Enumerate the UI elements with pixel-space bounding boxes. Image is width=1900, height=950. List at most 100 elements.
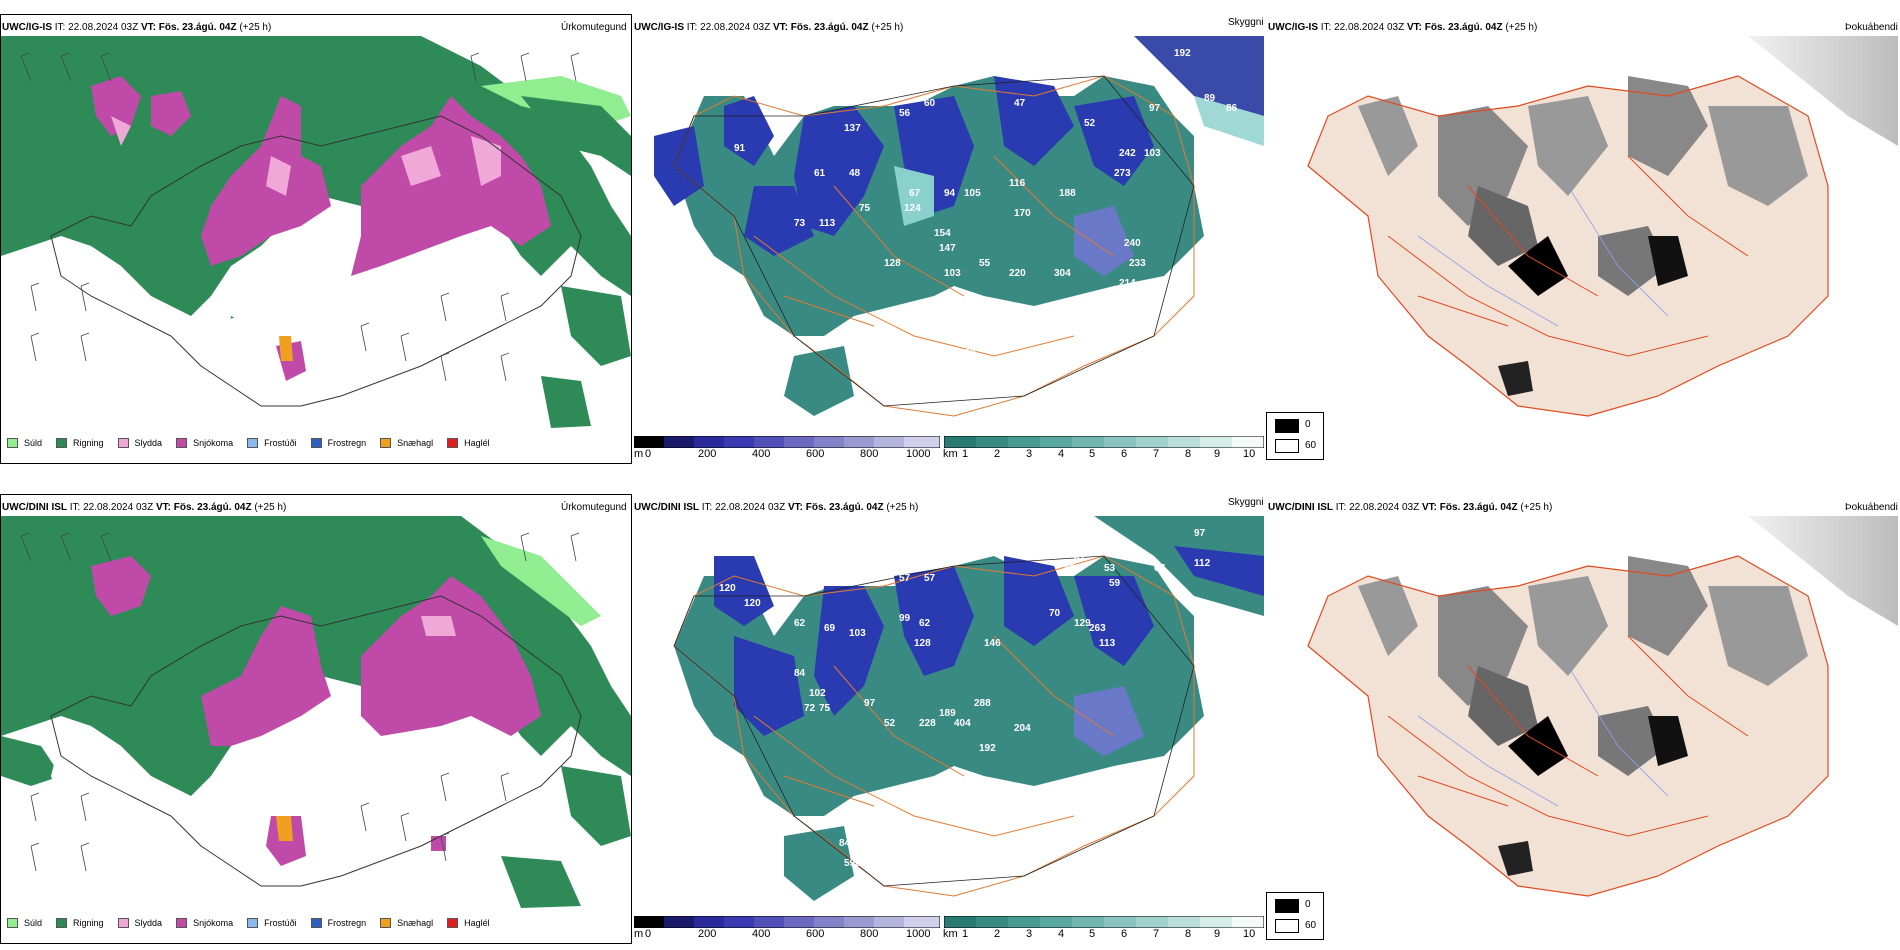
precip-panel-frame-1 [0, 14, 632, 464]
cloud-base-label: 69 [824, 623, 836, 634]
cloud-base-label: 47 [1014, 98, 1026, 109]
legend-item: Snjókoma [176, 438, 233, 448]
it-label: IT: [1335, 502, 1347, 513]
cloud-base-label: 807 [944, 373, 961, 384]
precip-panel-frame-2 [0, 494, 632, 944]
precip-map-1 [1, 36, 631, 428]
legend-item: Súld [7, 438, 42, 448]
row-1: UWC/IG-IS IT: 22.08.2024 03Z VT: Fös. 23… [0, 0, 1900, 470]
cloud-base-label: 72 [804, 703, 816, 714]
cloud-base-label: 57 [924, 573, 936, 584]
cloud-base-label: 70 [1049, 608, 1061, 619]
cloud-base-label: 113 [1099, 638, 1116, 649]
legend-label: Rigning [73, 918, 104, 928]
cloud-base-label: 188 [1059, 188, 1076, 199]
legend-label: Slydda [134, 438, 163, 448]
vis-tick: 9 [1214, 928, 1221, 940]
legend-label: Frostregn [327, 918, 367, 928]
vis-tick: 7 [1153, 448, 1160, 460]
precip-legend-2: Súld Rigning Slydda Snjókoma Frostúði Fr… [7, 918, 504, 928]
fog-label: 60 [1305, 440, 1317, 451]
cloud-base-label: 52 [1084, 118, 1096, 129]
cloud-base-label: 62 [794, 618, 806, 629]
cloud-map-2: 88 77 53 109 120 120 69 67 57 57 43 49 61 53 59 67 97 112… [634, 516, 1264, 908]
cloud-base-label: 598 [844, 858, 861, 869]
cloud-base-label: 116 [1009, 178, 1026, 189]
fog-swatch-black [1275, 899, 1299, 913]
cloud-tick: 800 [860, 448, 879, 460]
lead-time: (+25 h) [886, 502, 919, 513]
cloud-base-label: 430 [959, 348, 976, 359]
cloud-tick: 1000 [906, 448, 931, 460]
cloud-unit: m [634, 448, 644, 460]
model-name: UWC/IG-IS [634, 22, 684, 33]
cloud-base-label: 53 [789, 568, 801, 579]
cloud-base-label: 105 [964, 188, 981, 199]
cloud-base-label: 192 [1174, 48, 1191, 59]
cloud-base-label: 63 [844, 88, 856, 99]
vt-value: Fös. 23.ágú. 04Z [1439, 502, 1518, 513]
vt-value: Fös. 23.ágú. 04Z [790, 22, 869, 33]
legend-swatch [56, 438, 68, 448]
cloud-base-label: 67 [849, 568, 861, 579]
fog-legend-2: 0 60 [1266, 892, 1324, 940]
legend-swatch [380, 438, 392, 448]
it-label: IT: [1320, 22, 1332, 33]
legend-item: Haglél [447, 438, 490, 448]
cloud-base-label: 73 [794, 218, 806, 229]
vis-tick: 1 [962, 448, 969, 460]
it-label: IT: [701, 502, 713, 513]
legend-swatch [176, 438, 188, 448]
lead-time: (+25 h) [239, 22, 272, 33]
cloud-tick: 1000 [906, 928, 931, 940]
vt-label: VT: [1421, 502, 1437, 513]
vis-tick: 2 [994, 448, 1001, 460]
cloud-base-label: 228 [919, 718, 936, 729]
cloud-base-label: 69 [834, 568, 846, 579]
cloud-title-2: Skyggni [1228, 497, 1264, 508]
legend-label: Rigning [73, 438, 104, 448]
it-value: 22.08.2024 03Z [1334, 22, 1405, 33]
model-name: UWC/IG-IS [2, 22, 52, 33]
legend-item: Súld [7, 918, 42, 928]
legend-label: Súld [24, 918, 43, 928]
it-value: 22.08.2024 03Z [83, 502, 154, 513]
cloud-base-label: 49 [1064, 563, 1076, 574]
precip-map-2 [1, 516, 631, 908]
cloud-base-label: 52 [884, 718, 896, 729]
legend-label: Frostúði [264, 438, 297, 448]
cloud-base-label: 103 [1144, 148, 1161, 159]
cloud-base-label: 136 [1119, 53, 1136, 64]
cloud-base-label: 97 [864, 698, 876, 709]
fog-label: 60 [1305, 920, 1317, 931]
cloud-base-label: 97 [1194, 528, 1206, 539]
legend-label: Slydda [134, 918, 163, 928]
vis-tick: 5 [1089, 448, 1096, 460]
cloud-base-label: 204 [1014, 723, 1031, 734]
legend-swatch [247, 918, 259, 928]
lead-time: (+25 h) [1520, 502, 1553, 513]
cloud-base-label: 75 [859, 203, 871, 214]
cloud-base-label: 86 [1226, 103, 1238, 114]
vis-tick: 3 [1026, 448, 1033, 460]
legend-label: Snjókoma [193, 918, 234, 928]
fog-swatch-white [1275, 919, 1299, 933]
vis-tick: 8 [1185, 928, 1192, 940]
vis-tick: 4 [1058, 448, 1065, 460]
cloud-base-label: 102 [924, 388, 941, 399]
legend-item: Frostregn [310, 918, 367, 928]
legend-item: Haglél [447, 918, 490, 928]
vis-tick: 5 [1089, 928, 1096, 940]
cloud-base-label: 109 [694, 568, 711, 579]
legend-label: Frostregn [327, 438, 367, 448]
fog-header-2: UWC/DINI ISL IT: 22.08.2024 03Z VT: Fös.… [1268, 502, 1552, 513]
cloud-base-label: 840 [839, 838, 856, 849]
legend-item: Slydda [117, 918, 163, 928]
vis-tick: 3 [1026, 928, 1033, 940]
it-label: IT: [686, 22, 698, 33]
cloud-base-label: 75 [819, 703, 831, 714]
cloud-base-label: 67 [909, 188, 921, 199]
cloud-base-label: 113 [819, 218, 836, 229]
fog-label: 0 [1305, 899, 1311, 910]
cloud-base-label: 57 [899, 573, 911, 584]
